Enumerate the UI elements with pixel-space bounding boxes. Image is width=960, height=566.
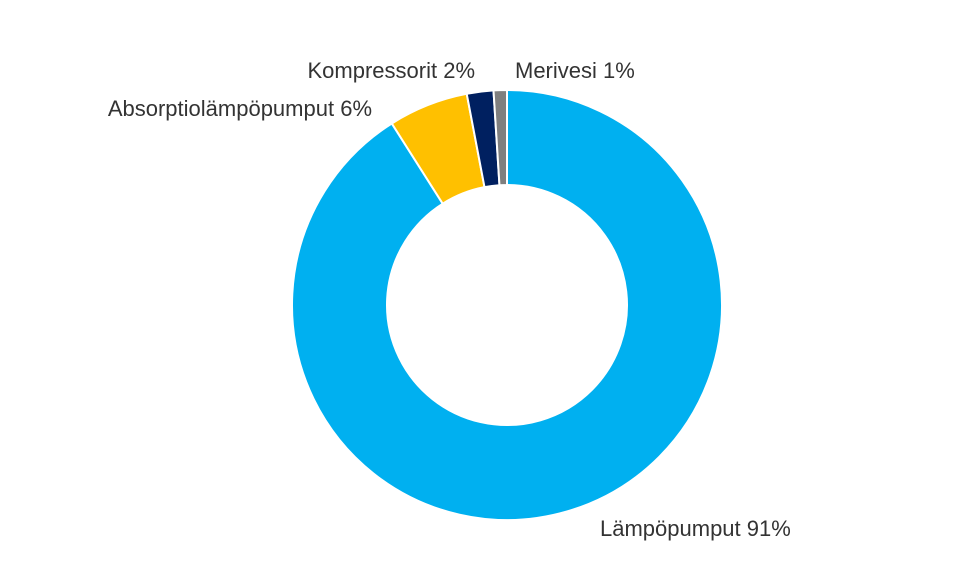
- category-name: Merivesi: [515, 58, 597, 83]
- category-name: Absorptiolämpöpumput: [108, 96, 334, 121]
- value-label: 6%: [340, 96, 372, 121]
- category-name: Kompressorit: [307, 58, 437, 83]
- value-label: 91%: [747, 516, 791, 541]
- value-label: 1%: [603, 58, 635, 83]
- slice-label: Lämpöpumput 91%: [600, 516, 791, 541]
- slice-label: Absorptiolämpöpumput 6%: [108, 96, 372, 121]
- category-name: Lämpöpumput: [600, 516, 741, 541]
- value-label: 2%: [443, 58, 475, 83]
- slice-label: Merivesi 1%: [515, 58, 635, 83]
- donut-slice: [291, 88, 723, 521]
- donut-slice: [492, 88, 508, 187]
- slice-label: Kompressorit 2%: [307, 58, 475, 83]
